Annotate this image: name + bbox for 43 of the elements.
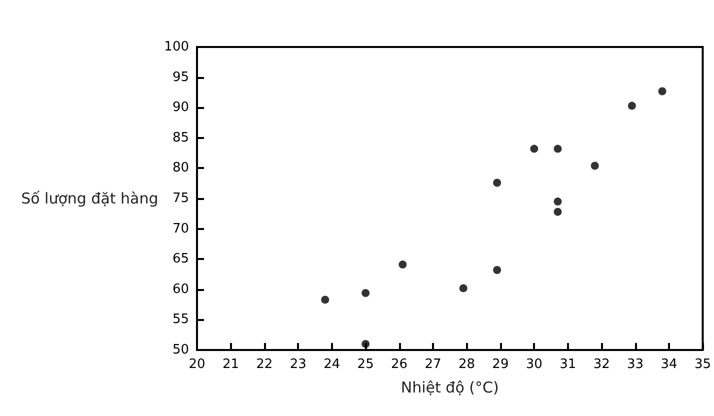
x-tick-label: 27 [424,357,442,372]
y-tick-label: 70 [172,221,189,236]
point [628,102,636,110]
y-axis-title: Số lượng đặt hàng [21,190,158,208]
point [554,198,562,206]
y-tick-label: 90 [172,100,189,116]
point [530,144,538,153]
x-tick-label: 28 [458,357,475,372]
x-tick-label: 25 [357,357,374,372]
y-tick-label: 85 [172,130,189,146]
x-axis-title: Nhiệt độ (°C) [400,378,499,396]
x-tick-label: 32 [593,357,610,372]
point [493,178,502,187]
point [554,208,562,216]
y-tick-label: 55 [172,312,189,328]
x-tick-label: 24 [324,357,340,372]
y-tick-label: 75 [172,191,189,206]
point [362,340,370,348]
point [362,289,370,298]
x-tick-label: 21 [222,357,239,372]
point [590,162,599,170]
point [493,266,502,274]
y-tick-label: 100 [164,40,189,54]
point [554,144,562,153]
y-tick-label: 65 [172,252,189,267]
x-tick-label: 23 [290,357,306,372]
y-tick-label: 80 [172,160,189,176]
point [321,296,330,304]
x-tick-label: 33 [627,357,644,372]
x-tick-label: 22 [256,357,273,372]
x-tick-label: 29 [492,357,509,372]
point [398,260,407,269]
y-tick-label: 50 [172,342,189,358]
point [658,87,666,96]
y-tick-label: 60 [172,282,189,297]
x-tick-label: 34 [660,357,678,372]
x-tick-label: 20 [188,357,206,372]
x-tick-label: 35 [694,357,711,372]
y-tick-label: 95 [172,70,189,85]
x-tick-label: 30 [526,357,542,372]
x-tick-label: 31 [560,357,576,372]
point [459,284,468,292]
x-tick-label: 26 [391,357,408,372]
